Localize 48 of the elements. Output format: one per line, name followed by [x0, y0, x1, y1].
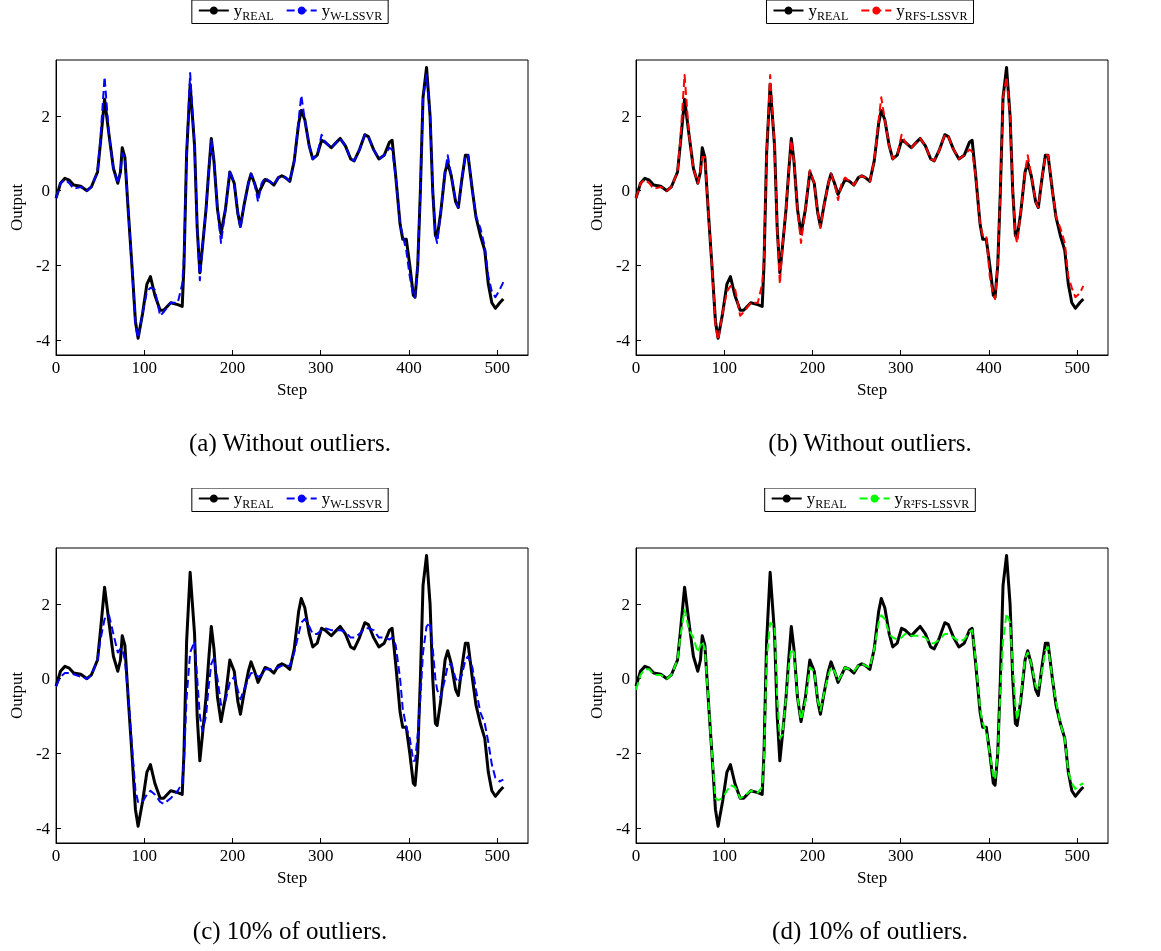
x-tick-label: 300	[887, 846, 914, 865]
y-tick-label: 0	[621, 669, 631, 689]
y-tick-label: -4	[615, 330, 631, 350]
x-tick-label: 300	[307, 846, 334, 865]
y-tick-label: -4	[35, 330, 51, 350]
text: (b) Without outliers.	[768, 429, 972, 457]
x-tick-label: 500	[484, 846, 510, 865]
y-tick-label: 2	[621, 594, 631, 614]
x-tick-label: 400	[976, 358, 1002, 377]
x-axis-title: Step	[276, 379, 308, 399]
x-tick-label: 100	[711, 358, 738, 377]
y-tick-label: -4	[35, 818, 51, 838]
x-tick-label: 300	[307, 358, 334, 377]
text: (a) Without outliers.	[189, 429, 391, 457]
x-tick-label: 300	[887, 358, 914, 377]
x-tick-label: 100	[131, 358, 158, 377]
x-tick-label: 400	[976, 846, 1002, 865]
y-tick-label: 0	[41, 669, 51, 689]
x-axis-title: Step	[276, 867, 308, 887]
y-axis-title: Output	[7, 671, 26, 720]
y-axis-title: Output	[587, 183, 606, 232]
x-axis-title: Step	[856, 867, 888, 887]
x-tick-label: 500	[1064, 358, 1090, 377]
y-tick-label: -2	[35, 743, 51, 763]
x-tick-label: 200	[219, 358, 246, 377]
y-tick-label: 2	[621, 106, 631, 126]
x-tick-label: 100	[131, 846, 158, 865]
text: (c) 10% of outliers.	[192, 917, 388, 945]
x-tick-label: 100	[711, 846, 738, 865]
x-tick-label: 200	[799, 358, 826, 377]
y-axis-title: Output	[587, 671, 606, 720]
y-tick-label: -2	[615, 743, 631, 763]
x-tick-label: 400	[396, 846, 422, 865]
y-tick-label: -4	[615, 818, 631, 838]
y-tick-label: 2	[41, 106, 51, 126]
x-tick-label: 200	[799, 846, 826, 865]
x-tick-label: 500	[484, 358, 510, 377]
y-tick-label: -2	[615, 255, 631, 275]
y-tick-label: 2	[41, 594, 51, 614]
x-tick-label: 500	[1064, 846, 1090, 865]
text: (d) 10% of outliers.	[772, 917, 968, 945]
y-tick-label: 0	[41, 181, 51, 201]
y-axis-title: Output	[7, 183, 26, 232]
x-axis-title: Step	[856, 379, 888, 399]
x-tick-label: 200	[219, 846, 246, 865]
y-tick-label: -2	[35, 255, 51, 275]
x-tick-label: 400	[396, 358, 422, 377]
y-tick-label: 0	[621, 181, 631, 201]
